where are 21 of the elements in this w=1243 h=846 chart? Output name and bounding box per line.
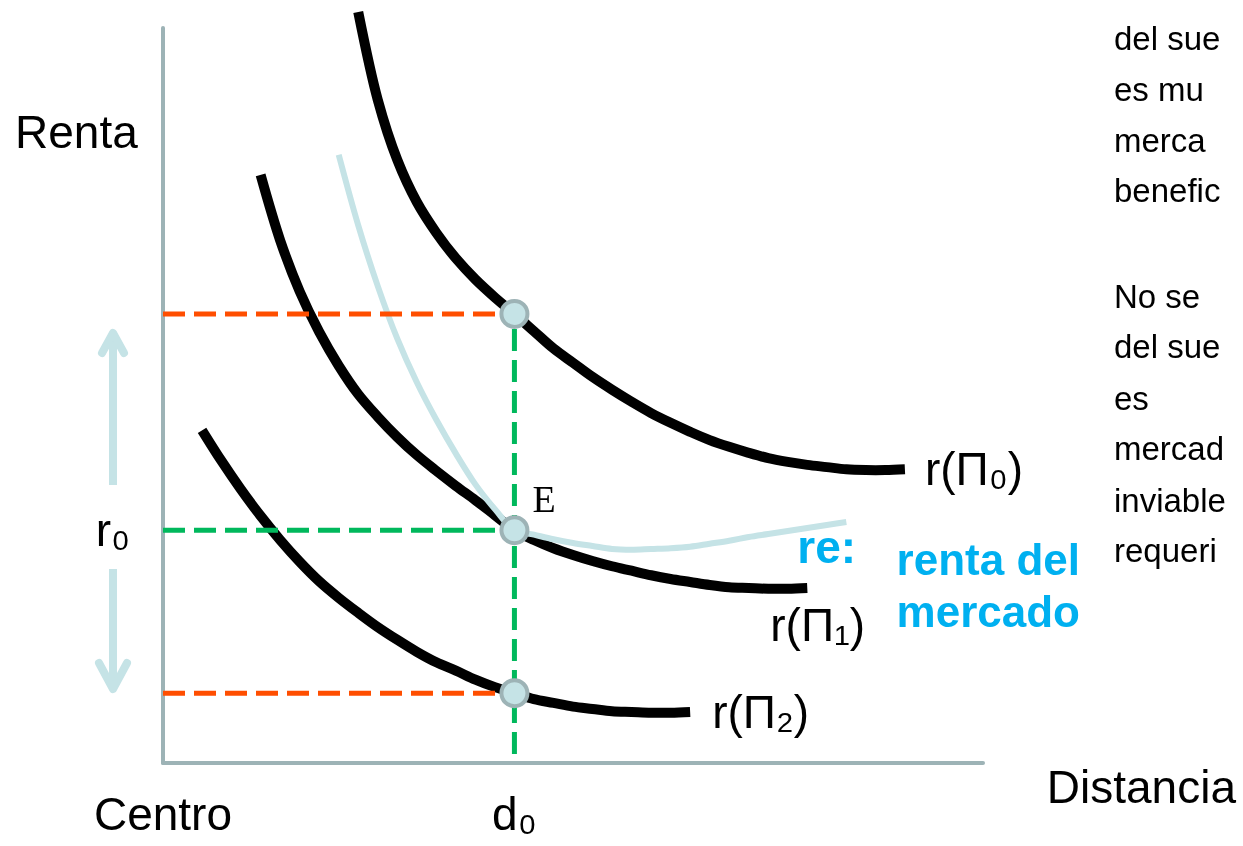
ref-line-label: r₀: [95, 504, 131, 557]
series-label: r(Π₀): [924, 443, 1024, 496]
x-axis-title: Distancia: [1046, 761, 1237, 813]
annotation: E: [532, 478, 556, 521]
text: es: [1114, 380, 1149, 417]
x-tick-label: Centro: [93, 788, 233, 840]
text: requeri: [1114, 532, 1217, 569]
text: inviable: [1114, 482, 1226, 519]
series-label: re:: [797, 520, 857, 573]
text: merca: [1114, 122, 1207, 159]
text: No se: [1114, 278, 1201, 315]
x-tick-label: d₀: [492, 788, 537, 840]
text: benefic: [1114, 172, 1221, 209]
text: es mu: [1114, 71, 1204, 108]
text: del sue: [1114, 20, 1221, 57]
text: mercad: [1114, 430, 1225, 467]
y-axis-title: Renta: [15, 106, 139, 158]
text: del sue: [1114, 328, 1221, 365]
annotation: renta del mercado: [884, 535, 1080, 636]
series-label: r(Π₁): [770, 599, 865, 652]
series-label: r(Π₂): [712, 685, 810, 738]
